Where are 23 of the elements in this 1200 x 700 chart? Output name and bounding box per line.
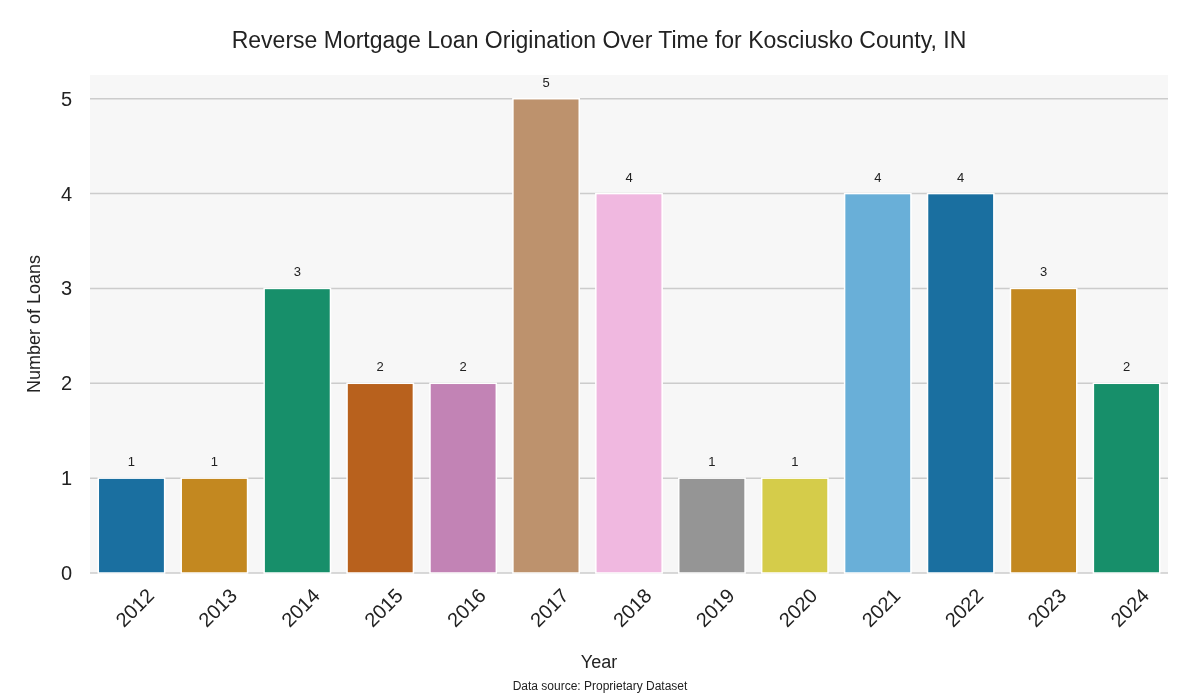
- data-label: 2: [1122, 359, 1131, 375]
- y-tick-label: 4: [60, 182, 72, 205]
- data-label: 1: [127, 454, 136, 470]
- data-label: 5: [542, 74, 550, 90]
- x-axis-title: Year: [580, 652, 618, 672]
- source-note: Data source: Proprietary Dataset: [512, 679, 689, 693]
- y-tick-label: 1: [60, 467, 72, 490]
- y-tick-label: 3: [60, 277, 72, 300]
- y-tick-label: 0: [60, 562, 72, 584]
- data-label: 2: [459, 359, 467, 375]
- data-label: 4: [625, 169, 633, 185]
- y-tick-label: 2: [60, 372, 72, 395]
- data-label: 3: [293, 264, 301, 280]
- data-label: 1: [791, 454, 799, 470]
- y-tick-label: 5: [60, 87, 72, 110]
- data-label: 4: [957, 169, 965, 185]
- data-label: 2: [376, 359, 384, 375]
- data-label: 3: [1040, 264, 1048, 280]
- y-axis-title: Number of Loans: [24, 254, 44, 394]
- data-label: 1: [708, 454, 716, 470]
- data-label: 4: [874, 169, 882, 185]
- data-label: 1: [210, 454, 218, 470]
- chart-title: Reverse Mortgage Loan Origination Over Time for Kosciusko County, IN: [231, 27, 967, 53]
